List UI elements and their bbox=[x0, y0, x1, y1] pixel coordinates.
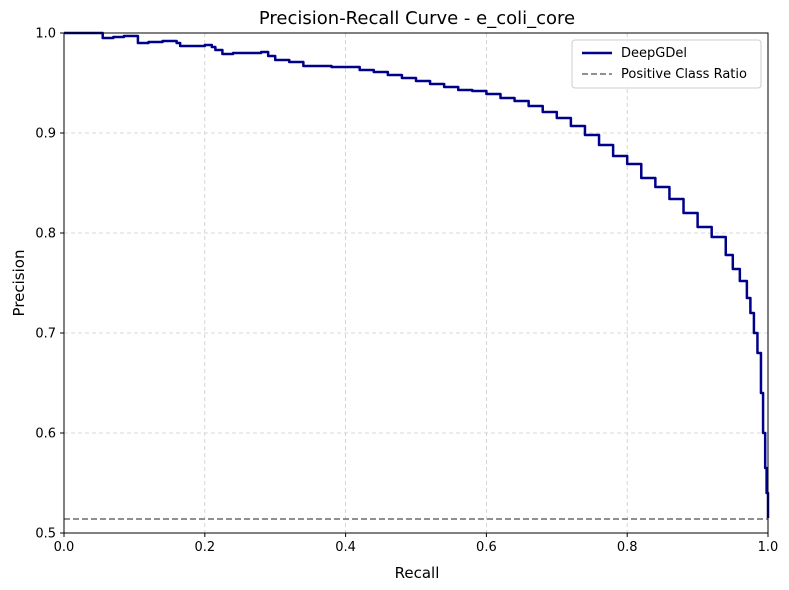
plot-frame bbox=[63, 32, 769, 534]
legend-box bbox=[571, 39, 762, 89]
y-tick-label: 0.5 bbox=[35, 527, 56, 542]
x-tick-label: 0.0 bbox=[54, 540, 75, 555]
axis-ticks: 0.0 0.2 0.4 0.6 0.8 1.0 0.5 0.6 0.7 0.8 0.9 1.0 bbox=[35, 27, 778, 556]
grid-lines bbox=[64, 33, 768, 533]
y-tick-label: 0.7 bbox=[35, 327, 56, 342]
x-tick-label: 0.8 bbox=[617, 540, 638, 555]
chart-title: Precision-Recall Curve - e_coli_core bbox=[259, 8, 575, 29]
x-tick-label: 0.6 bbox=[476, 540, 497, 555]
legend-label-positive-class-ratio: Positive Class Ratio bbox=[621, 67, 747, 82]
series-layer bbox=[64, 31, 770, 520]
y-tick-label: 0.8 bbox=[35, 227, 56, 242]
y-tick-label: 0.6 bbox=[35, 427, 56, 442]
legend-label-deepgdel: DeepGDel bbox=[621, 46, 687, 61]
x-tick-label: 1.0 bbox=[758, 540, 779, 555]
x-tick-label: 0.4 bbox=[335, 540, 356, 555]
y-tick-label: 0.9 bbox=[35, 127, 56, 142]
y-axis-label: Precision bbox=[10, 250, 28, 317]
legend: DeepGDel Positive Class Ratio bbox=[571, 39, 762, 89]
y-tick-label: 1.0 bbox=[35, 27, 56, 42]
x-tick-label: 0.2 bbox=[194, 540, 215, 555]
series-line-deepgdel bbox=[64, 31, 770, 518]
x-axis-label: Recall bbox=[395, 564, 440, 582]
